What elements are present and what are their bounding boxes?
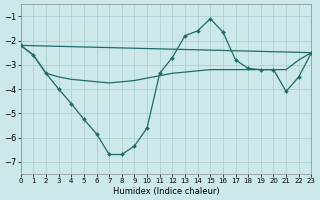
X-axis label: Humidex (Indice chaleur): Humidex (Indice chaleur) — [113, 187, 220, 196]
